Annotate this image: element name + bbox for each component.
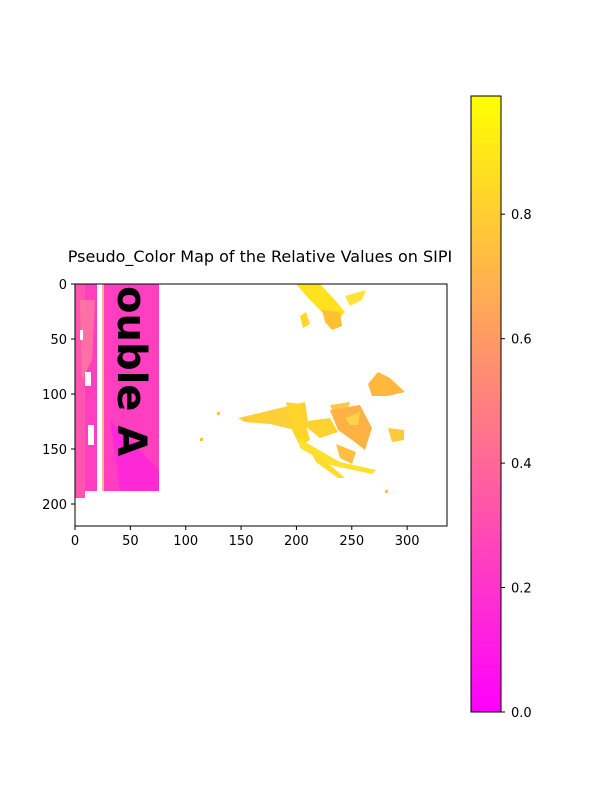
sign-shading [110,420,159,491]
petals-right-5 [336,444,356,464]
sign-speck [88,425,94,445]
colorbar-tick-label: 0.0 [511,706,532,721]
chart-title: Pseudo_Color Map of the Relative Values … [68,247,452,267]
colorbar-tick-label: 0.4 [511,457,532,472]
petals-middle-5 [300,418,338,438]
x-tick-label: 250 [339,534,364,549]
x-tick-label: 50 [122,534,139,549]
plot-frame [74,283,448,527]
sign-left-strip [75,284,85,498]
petals-middle-3 [298,438,376,474]
colorbar-axis: 0.0 0.2 0.4 0.6 0.8 [501,208,532,721]
petals-right-3 [345,412,360,425]
petals-right-2 [368,372,405,396]
petals-middle-4 [310,450,345,478]
x-tick-label: 200 [284,534,309,549]
petals-right-4 [388,428,404,442]
colorbar-tick-label: 0.8 [511,208,532,223]
y-tick-label: 50 [50,333,67,348]
petals-top-3 [345,290,366,306]
y-tick-label: 0 [59,278,67,293]
sign-lettering: ouble A [108,286,154,456]
y-tick-label: 100 [42,388,67,403]
sign-speck [80,330,83,340]
x-tick-label: 300 [395,534,420,549]
y-tick-label: 150 [42,443,67,458]
petals-top-4 [300,312,310,328]
petals-top-2 [322,310,342,330]
x-axis: 0 50 100 150 200 250 300 [71,526,420,549]
y-tick-label: 200 [42,498,67,513]
x-tick-label: 150 [229,534,254,549]
petals-right [330,405,372,450]
heatmap-image: ouble A [75,284,405,498]
sign-white-line [97,284,102,491]
x-tick-label: 0 [71,534,79,549]
x-tick-label: 100 [173,534,198,549]
colorbar [470,95,502,713]
y-axis: 0 50 100 150 200 [42,278,75,513]
petals-middle-2 [286,402,310,446]
sign-speck [85,372,91,386]
colorbar-tick-label: 0.6 [511,333,532,348]
petals-top [296,284,345,320]
petal-speck [200,438,203,441]
petal-speck [385,490,388,493]
sign-border-line [102,284,104,491]
sign-highlight [80,300,95,380]
petal-speck [217,412,220,415]
petal-speck [243,418,247,421]
colorbar-tick-label: 0.2 [511,582,532,597]
